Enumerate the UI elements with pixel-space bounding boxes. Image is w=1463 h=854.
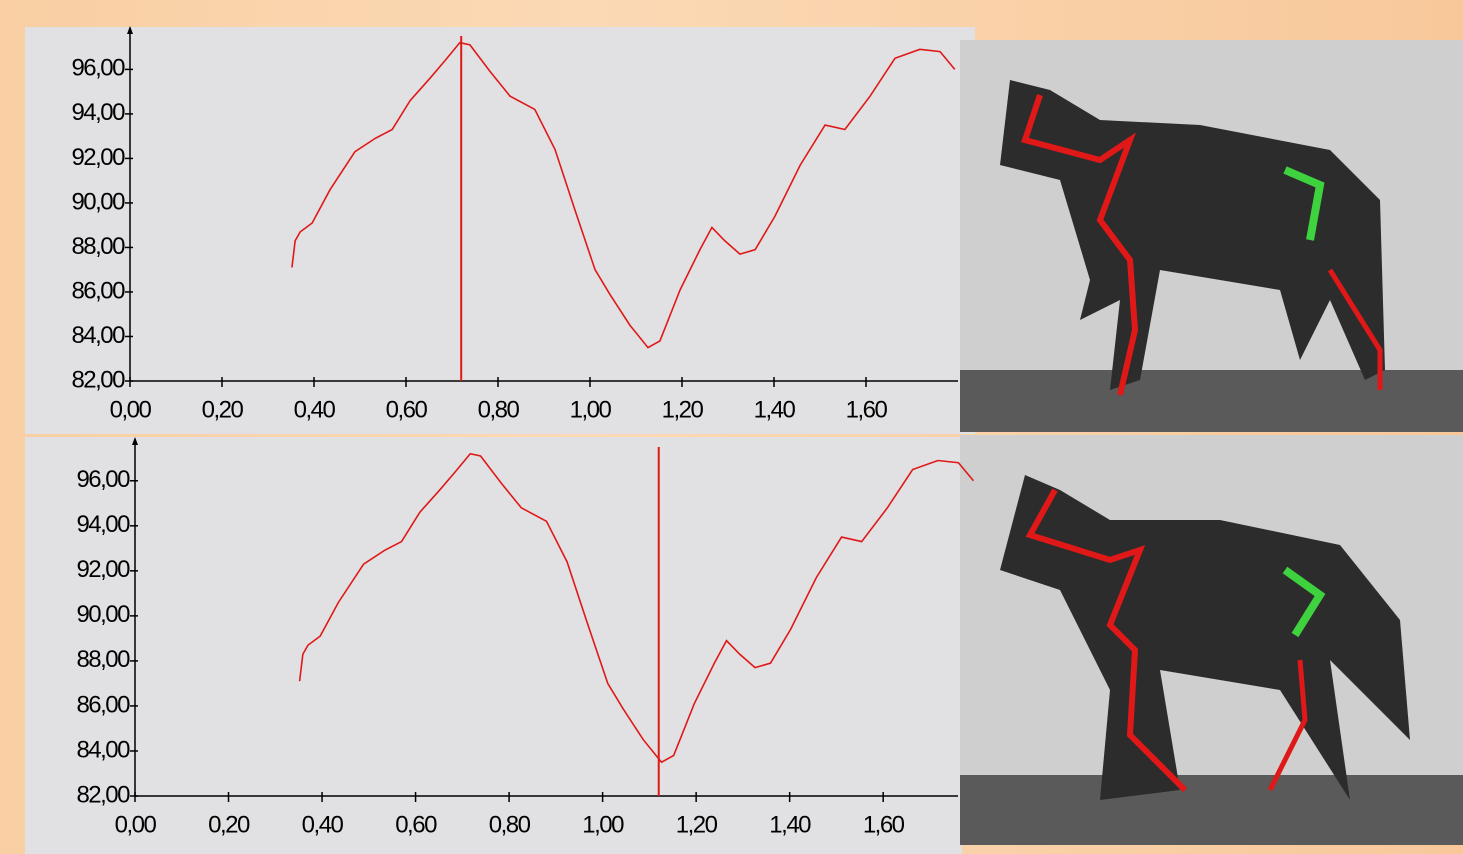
x-tick-label: 0,40 <box>302 811 344 838</box>
x-tick-label: 0,80 <box>489 811 531 838</box>
y-tick-label: 88,00 <box>71 233 125 260</box>
x-tick-label: 0,60 <box>395 811 437 838</box>
chart-panel <box>25 437 962 854</box>
y-tick-label: 96,00 <box>76 466 130 493</box>
page: {"chart_data": [ {"type": "line", "color… <box>0 0 1463 854</box>
chart-panel <box>25 27 975 434</box>
y-tick-label: 90,00 <box>76 601 130 628</box>
y-tick-label: 86,00 <box>71 277 125 304</box>
y-tick-label: 86,00 <box>76 691 130 718</box>
y-tick-label: 92,00 <box>76 556 130 583</box>
x-tick-label: 1,40 <box>769 811 811 838</box>
y-tick-label: 96,00 <box>71 55 125 82</box>
x-tick-label: 0,00 <box>110 396 152 423</box>
x-tick-label: 1,00 <box>570 396 612 423</box>
y-tick-label: 82,00 <box>76 781 130 808</box>
x-tick-label: 0,00 <box>115 811 157 838</box>
y-tick-label: 94,00 <box>76 511 130 538</box>
y-tick-label: 84,00 <box>71 322 125 349</box>
y-tick-label: 92,00 <box>71 144 125 171</box>
x-tick-label: 0,80 <box>478 396 520 423</box>
screen: 82,00 84,00 86,00 88,00 90,00 92,00 94,00 96,00… <box>0 0 1463 854</box>
x-tick-label: 0,20 <box>202 396 244 423</box>
y-tick-label: 84,00 <box>76 736 130 763</box>
photo <box>960 40 1463 432</box>
x-tick-label: 1,60 <box>863 811 905 838</box>
y-tick-label: 88,00 <box>76 646 130 673</box>
y-tick-label: 90,00 <box>71 188 125 215</box>
x-tick-label: 1,00 <box>582 811 624 838</box>
x-tick-label: 0,20 <box>208 811 250 838</box>
x-tick-label: 1,20 <box>662 396 704 423</box>
photo <box>960 435 1463 845</box>
x-tick-label: 0,60 <box>386 396 428 423</box>
x-tick-label: 1,40 <box>754 396 796 423</box>
x-tick-label: 1,20 <box>676 811 718 838</box>
x-tick-label: 1,60 <box>846 396 888 423</box>
y-tick-label: 94,00 <box>71 99 125 126</box>
x-tick-label: 0,40 <box>294 396 336 423</box>
y-tick-label: 82,00 <box>71 366 125 393</box>
